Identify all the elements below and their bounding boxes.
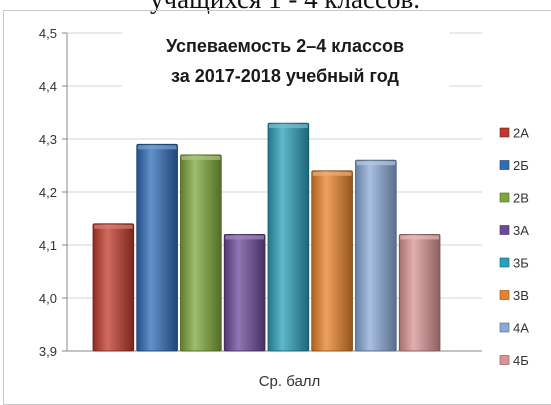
bar-top-highlight	[312, 171, 352, 176]
y-tick-label: 4,1	[39, 238, 57, 253]
legend-swatch-3А	[499, 225, 510, 235]
chart-title-line: Успеваемость 2–4 классов	[166, 36, 404, 56]
legend-label-2А: 2А	[513, 126, 529, 141]
bar-top-highlight	[225, 235, 264, 240]
y-tick-label: 4,4	[39, 79, 57, 94]
chart-title-line: за 2017-2018 учебный год	[171, 66, 399, 86]
title-background	[122, 26, 449, 99]
bar-top-highlight	[137, 145, 177, 150]
bar-2А	[92, 223, 135, 352]
legend-swatch-2А	[499, 127, 510, 138]
legend-label-3Б: 3Б	[513, 256, 529, 271]
bar-top-highlight	[94, 224, 133, 229]
bar-4Б	[398, 233, 441, 352]
legend-swatch-2В	[499, 192, 510, 203]
y-tick-label: 4,5	[39, 26, 57, 41]
legend-label-2Б: 2Б	[513, 158, 529, 173]
x-category-label: Ср. балл	[259, 373, 321, 390]
legend-swatch-3Б	[499, 257, 510, 268]
bar-3Б	[267, 122, 310, 352]
y-tick-label: 4,2	[39, 185, 57, 200]
legend-label-4А: 4А	[513, 321, 529, 336]
bar-4А	[355, 159, 397, 352]
y-tick-label: 4,0	[39, 291, 57, 306]
bar-3А	[223, 233, 266, 352]
bar-2В	[180, 154, 222, 352]
bar-3В	[311, 170, 353, 352]
legend-label-4Б: 4Б	[513, 353, 529, 368]
y-tick-label: 4,3	[39, 132, 57, 147]
legend: 2А 2Б 2В 3А 3Б 3В 4А 4Б	[499, 126, 529, 368]
legend-label-3А: 3А	[513, 223, 529, 238]
y-tick-label: 3,9	[39, 344, 57, 359]
legend-label-2В: 2В	[513, 191, 529, 206]
bars	[92, 122, 441, 352]
title-box	[122, 26, 449, 99]
legend-swatch-4А	[499, 322, 510, 333]
legend-swatch-2Б	[499, 160, 510, 170]
legend-swatch-3В	[499, 290, 510, 300]
bar-top-highlight	[356, 161, 396, 166]
bar-chart: 3,9 4,0 4,1 4,2 4,3 4,4 4,5 Ср. балл Успеваемос…	[39, 26, 529, 390]
legend-label-3В: 3В	[513, 288, 529, 303]
legend-swatch-4Б	[499, 355, 510, 365]
bar-top-highlight	[181, 155, 221, 160]
bar-top-highlight	[269, 124, 308, 129]
chart-title: Успеваемость 2–4 классов за 2017-2018 уче…	[166, 36, 404, 86]
bar-top-highlight	[400, 235, 439, 240]
bar-2Б	[136, 143, 178, 352]
